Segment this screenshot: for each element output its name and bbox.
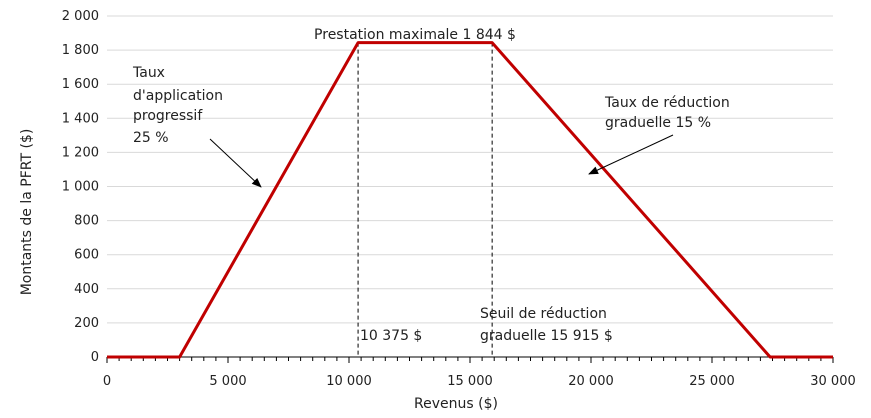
annotation-phase-in-line3: progressif <box>133 108 203 124</box>
grid <box>107 15 833 324</box>
annotation-phase-out-line2: graduelle 15 % <box>605 115 711 131</box>
annotation-phase-in-line2: d'application <box>133 88 223 104</box>
y-tick-label: 1 600 <box>62 77 99 92</box>
y-tick-label: 200 <box>74 316 99 331</box>
y-tick-label: 800 <box>74 214 99 229</box>
y-tick-label: 1 200 <box>62 145 99 160</box>
y-tick-label: 1 800 <box>62 43 99 58</box>
y-axis-title: Montants de la PFRT ($) <box>19 129 35 296</box>
annotation-threshold-high-line2: graduelle 15 915 $ <box>480 328 613 344</box>
x-tick-label: 25 000 <box>689 374 735 389</box>
x-tick-label: 20 000 <box>568 374 614 389</box>
annotation-max-benefit: Prestation maximale 1 844 $ <box>314 27 516 43</box>
annotations: Prestation maximale 1 844 $ Taux d'appli… <box>132 27 730 344</box>
x-axis-title: Revenus ($) <box>414 396 498 412</box>
annotation-phase-in-line4: 25 % <box>133 130 169 146</box>
axes: 0 200 400 600 800 1 000 1 200 1 400 1 600 1 800 2 … <box>62 9 856 389</box>
y-tick-label: 0 <box>91 350 99 365</box>
annotation-phase-out-line1: Taux de réduction <box>604 95 730 111</box>
y-tick-label: 400 <box>74 282 99 297</box>
y-tick-label: 1 000 <box>62 180 99 195</box>
x-tick-label: 5 000 <box>209 374 246 389</box>
x-tick-label: 0 <box>103 374 111 389</box>
arrow-phase-in <box>209 138 262 188</box>
x-tick-label: 10 000 <box>326 374 372 389</box>
annotation-threshold-high-line1: Seuil de réduction <box>480 306 607 322</box>
annotation-threshold-low: 10 375 $ <box>360 328 422 344</box>
arrow-phase-out <box>588 134 674 175</box>
annotation-phase-in-line1: Taux <box>132 65 165 81</box>
y-tick-label: 2 000 <box>62 9 99 24</box>
x-tick-label: 15 000 <box>447 374 493 389</box>
y-tick-label: 600 <box>74 248 99 263</box>
series <box>107 41 833 359</box>
pfrt-series-line <box>107 41 833 359</box>
x-tick-label: 30 000 <box>810 374 856 389</box>
reference-lines <box>357 42 493 357</box>
y-tick-label: 1 400 <box>62 111 99 126</box>
